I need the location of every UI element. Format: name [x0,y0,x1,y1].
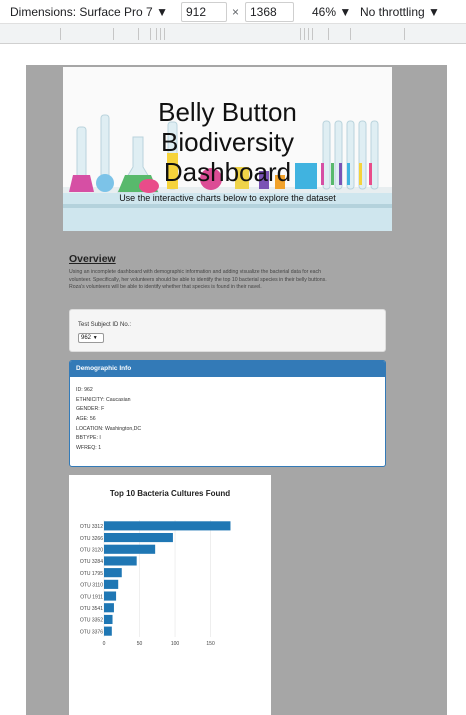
overview-heading: Overview [69,253,116,265]
media-query-ruler[interactable] [0,24,466,44]
subject-id-value: 962 [81,335,91,341]
bar-otu-1795[interactable] [104,568,122,577]
y-tick-label: OTU 3120 [80,548,103,554]
x-tick-label: 50 [137,641,143,647]
throttling-dropdown[interactable]: No throttling ▼ [360,3,440,21]
y-tick-label: OTU 3541 [80,606,103,612]
y-tick-label: OTU 3376 [80,629,103,635]
dimensions-dropdown[interactable]: Dimensions: Surface Pro 7 ▼ [10,3,168,21]
device-viewport-area: Belly Button Biodiversity Dashboard Use … [0,45,466,695]
page-subtitle: Use the interactive charts below to expl… [63,193,392,203]
ruler-tick [138,28,139,40]
bar-otu-3110[interactable] [104,580,118,589]
page-title: Belly Button Biodiversity Dashboard [63,97,392,187]
bar-chart-card[interactable]: Top 10 Bacteria Cultures Found OTU 3312 O… [69,475,271,715]
y-tick-label: OTU 3266 [80,536,103,542]
bar-otu-3120[interactable] [104,545,155,554]
zoom-dropdown[interactable]: 46% ▼ [312,3,351,21]
demographic-row: GENDER: F [76,405,379,415]
chevron-down-icon: ▼ [93,335,98,341]
x-tick-label: 150 [206,641,215,647]
bar-otu-1911[interactable] [104,591,116,600]
overview-line: volunteer. Specifically, her volunteers … [69,277,387,285]
y-tick-label: OTU 3352 [80,618,103,624]
y-tick-label: OTU 1911 [80,594,103,600]
ruler-tick [300,28,301,40]
y-tick-label: OTU 3284 [80,559,103,565]
demographic-row: BBTYPE: I [76,434,379,444]
demographic-row: LOCATION: Washington,DC [76,425,379,435]
demographic-info-header: Demographic Info [70,361,385,377]
bar-otu-3352[interactable] [104,615,113,624]
bar-otu-3312[interactable] [104,521,230,530]
ruler-tick [113,28,114,40]
ruler-tick [160,28,161,40]
page-title-line: Dashboard [63,157,392,187]
page-title-line: Belly Button [63,97,392,127]
top10-bar-chart[interactable]: Top 10 Bacteria Cultures Found OTU 3312 O… [69,475,271,715]
x-tick-label: 100 [171,641,180,647]
y-tick-label: OTU 3110 [80,583,103,589]
demographic-row: AGE: 56 [76,415,379,425]
demographic-row: WFREQ: 1 [76,444,379,454]
ruler-tick [350,28,351,40]
ruler-tick [156,28,157,40]
bar-otu-3541[interactable] [104,603,114,612]
ruler-tick [150,28,151,40]
subject-selector-panel: Test Subject ID No.: 962 ▼ [69,309,386,352]
page-title-line: Biodiversity [63,127,392,157]
y-tick-label: OTU 3312 [80,524,103,530]
ruler-tick [404,28,405,40]
hero-banner: Belly Button Biodiversity Dashboard Use … [63,67,392,231]
viewport-height-input[interactable]: 1368 [245,2,294,22]
ruler-tick [308,28,309,40]
bar-otu-3284[interactable] [104,556,137,565]
chart-title: Top 10 Bacteria Cultures Found [110,489,230,498]
ruler-tick [328,28,329,40]
bar-otu-3266[interactable] [104,533,173,542]
ruler-tick [304,28,305,40]
overview-line: Using an incomplete dashboard with demog… [69,269,387,277]
devtools-device-toolbar: Dimensions: Surface Pro 7 ▼ 912 × 1368 4… [0,0,466,24]
viewport-width-input[interactable]: 912 [181,2,227,22]
ruler-tick [60,28,61,40]
x-tick-label: 0 [103,641,106,647]
subject-id-select[interactable]: 962 ▼ [78,333,104,343]
emulated-device-screen[interactable]: Belly Button Biodiversity Dashboard Use … [26,65,447,715]
demographic-row: ID: 962 [76,386,379,396]
demographic-info-panel: Demographic Info ID: 962 ETHNICITY: Cauc… [69,360,386,467]
demographic-row: ETHNICITY: Caucasian [76,396,379,406]
bar-otu-3376[interactable] [104,627,112,636]
demographic-info-body: ID: 962 ETHNICITY: Caucasian GENDER: F A… [70,377,385,463]
subject-id-label: Test Subject ID No.: [78,322,131,328]
dimension-separator: × [232,3,239,21]
ruler-tick [164,28,165,40]
overview-line: Roza's volunteers will be able to identi… [69,284,387,292]
y-tick-label: OTU 1795 [80,571,103,577]
overview-paragraph: Using an incomplete dashboard with demog… [69,269,387,292]
ruler-tick [312,28,313,40]
